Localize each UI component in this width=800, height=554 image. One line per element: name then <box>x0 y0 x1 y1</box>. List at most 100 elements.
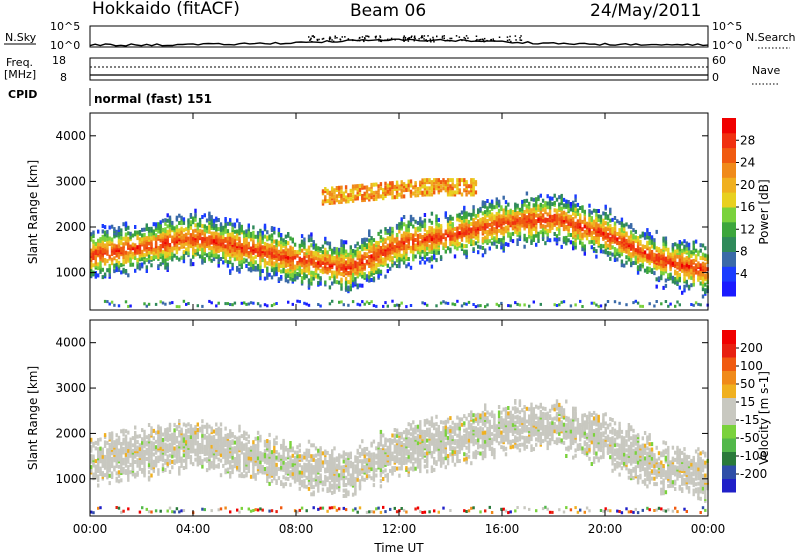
heatmap-cell <box>467 212 471 217</box>
heatmap-cell <box>683 288 686 293</box>
heatmap-cell <box>310 270 313 275</box>
heatmap-cell <box>609 218 612 223</box>
heatmap-cell <box>356 241 359 246</box>
nsearch-point <box>449 37 451 40</box>
heatmap-cell <box>358 272 362 277</box>
nsearch-point <box>407 40 410 42</box>
nsearch-point <box>375 37 377 39</box>
heatmap-cell <box>194 448 197 453</box>
heatmap-cell <box>101 229 104 234</box>
heatmap-cell <box>226 302 230 306</box>
heatmap-cell <box>196 455 199 460</box>
heatmap-cell <box>289 276 292 281</box>
power-colorbar-label: Power [dB] <box>757 179 771 244</box>
heatmap-cell <box>368 197 371 202</box>
heatmap-cell <box>173 422 176 427</box>
heatmap-cell <box>588 216 591 221</box>
heatmap-cell <box>321 250 325 255</box>
heatmap-cell <box>398 192 401 197</box>
heatmap-cell <box>101 244 104 248</box>
heatmap-cell <box>398 222 401 227</box>
heatmap-cell <box>442 300 445 304</box>
heatmap-cell <box>319 254 322 259</box>
heatmap-cell <box>307 254 311 259</box>
heatmap-cell <box>291 272 294 277</box>
heatmap-cell <box>256 253 260 257</box>
heatmap-cell <box>212 218 216 223</box>
heatmap-cell <box>224 448 227 453</box>
heatmap-cell <box>384 274 387 279</box>
heatmap-cell <box>215 438 218 443</box>
heatmap-cell <box>523 303 526 307</box>
heatmap-cell <box>175 457 179 462</box>
heatmap-cell <box>655 300 658 303</box>
nsearch-point <box>483 40 485 43</box>
heatmap-cell <box>365 243 369 248</box>
heatmap-cell <box>338 200 341 205</box>
heatmap-cell <box>372 304 376 308</box>
heatmap-cell <box>108 225 111 230</box>
heatmap-cell <box>618 235 621 240</box>
heatmap-cell <box>384 245 387 250</box>
heatmap-cell <box>544 224 547 229</box>
heatmap-cell <box>97 266 100 271</box>
heatmap-cell <box>400 194 403 199</box>
heatmap-cell <box>154 249 158 254</box>
heatmap-cell <box>136 265 139 270</box>
heatmap-cell <box>500 241 503 246</box>
heatmap-cell <box>97 441 100 446</box>
heatmap-cell <box>147 475 151 480</box>
heatmap-cell <box>168 453 172 458</box>
heatmap-cell <box>217 258 220 263</box>
nsearch-point <box>384 39 386 41</box>
heatmap-cell <box>507 209 510 214</box>
heatmap-cell <box>481 200 485 205</box>
heatmap-cell <box>263 223 267 228</box>
heatmap-cell <box>192 232 195 237</box>
heatmap-cell <box>208 440 211 445</box>
heatmap-cell <box>553 213 556 218</box>
heatmap-cell <box>219 222 223 227</box>
nsearch-point <box>328 40 330 43</box>
heatmap-cell <box>273 245 276 250</box>
heatmap-cell <box>331 274 334 279</box>
heatmap-cell <box>166 443 169 448</box>
heatmap-cell <box>108 473 111 478</box>
heatmap-cell <box>168 442 172 447</box>
heatmap-cell <box>249 246 253 251</box>
heatmap-cell <box>389 185 392 190</box>
heatmap-cell <box>287 268 290 273</box>
colorbar-segment <box>722 281 736 297</box>
heatmap-cell <box>90 232 93 237</box>
heatmap-cell <box>678 272 681 277</box>
heatmap-cell <box>521 199 524 204</box>
heatmap-cell <box>187 302 190 305</box>
heatmap-cell <box>291 261 294 266</box>
heatmap-cell <box>210 301 213 305</box>
heatmap-cell <box>486 219 489 223</box>
nsearch-point <box>506 39 509 42</box>
heatmap-cell <box>426 251 429 256</box>
heatmap-cell <box>354 194 357 199</box>
heatmap-cell <box>310 250 313 255</box>
heatmap-cell <box>579 222 582 227</box>
heatmap-cell <box>523 219 526 224</box>
heatmap-cell <box>518 207 522 212</box>
heatmap-cell <box>138 466 142 471</box>
heatmap-cell <box>653 271 656 276</box>
heatmap-cell <box>435 184 438 189</box>
heatmap-cell <box>472 212 475 217</box>
heatmap-cell <box>159 247 162 252</box>
heatmap-cell <box>356 270 359 275</box>
heatmap-cell <box>507 202 510 207</box>
heatmap-cell <box>516 242 519 246</box>
heatmap-cell <box>398 184 401 189</box>
heatmap-cell <box>124 429 128 434</box>
heatmap-cell <box>643 235 647 240</box>
heatmap-cell <box>192 245 195 250</box>
heatmap-cell <box>171 454 174 459</box>
heatmap-cell <box>643 268 647 273</box>
heatmap-cell <box>303 272 306 277</box>
heatmap-cell <box>539 230 542 235</box>
heatmap-cell <box>428 233 431 238</box>
